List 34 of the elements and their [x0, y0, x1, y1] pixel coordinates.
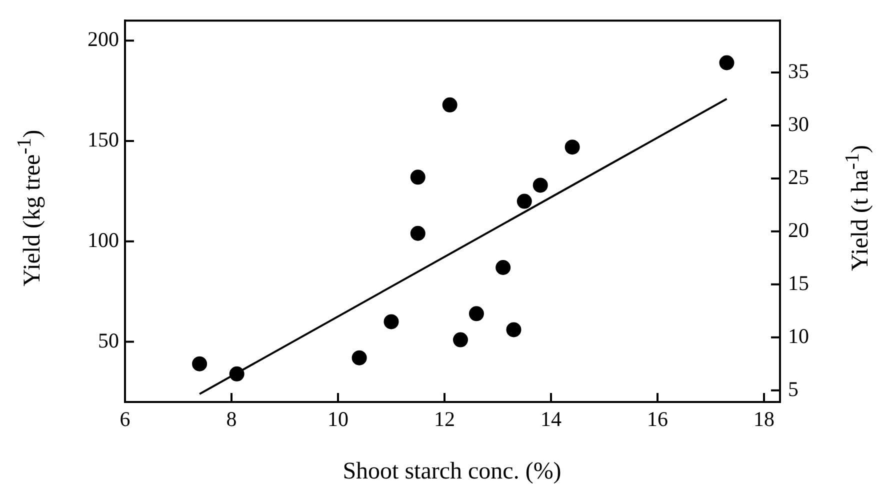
point [192, 356, 208, 372]
y2-tick-label: 30 [788, 112, 809, 136]
y2-tick-label: 35 [788, 59, 809, 84]
point [442, 97, 458, 112]
y-tick-label: 200 [88, 27, 119, 52]
x-tick-label: 10 [328, 407, 349, 432]
point [496, 260, 511, 276]
x-tick-label: 14 [540, 407, 562, 432]
point [229, 366, 244, 382]
point [452, 332, 468, 348]
y-tick-label: 50 [98, 328, 119, 352]
point [506, 322, 522, 338]
point [516, 194, 532, 209]
point [468, 306, 484, 322]
y2-tick-label: 5 [788, 376, 798, 401]
point [352, 350, 367, 366]
y2-tick-label: 25 [788, 164, 809, 189]
point [564, 140, 580, 155]
x-tick-label: 8 [226, 407, 237, 432]
x-tick-label: 12 [434, 407, 456, 432]
point [410, 226, 426, 241]
point [410, 170, 426, 185]
y-tick-label: 100 [88, 228, 119, 252]
y-tick-label: 150 [88, 128, 119, 152]
point [384, 314, 399, 330]
x-tick-label: 18 [754, 407, 775, 432]
x-tick-label: 6 [120, 407, 130, 432]
x-axis-title: Shoot starch conc. (%) [342, 458, 562, 486]
x-tick-label: 16 [647, 407, 668, 432]
y2-tick-label: 10 [788, 324, 809, 348]
point [719, 55, 734, 70]
y2-tick-label: 20 [788, 218, 809, 242]
y2-tick-label: 15 [788, 270, 809, 295]
point [532, 178, 548, 193]
